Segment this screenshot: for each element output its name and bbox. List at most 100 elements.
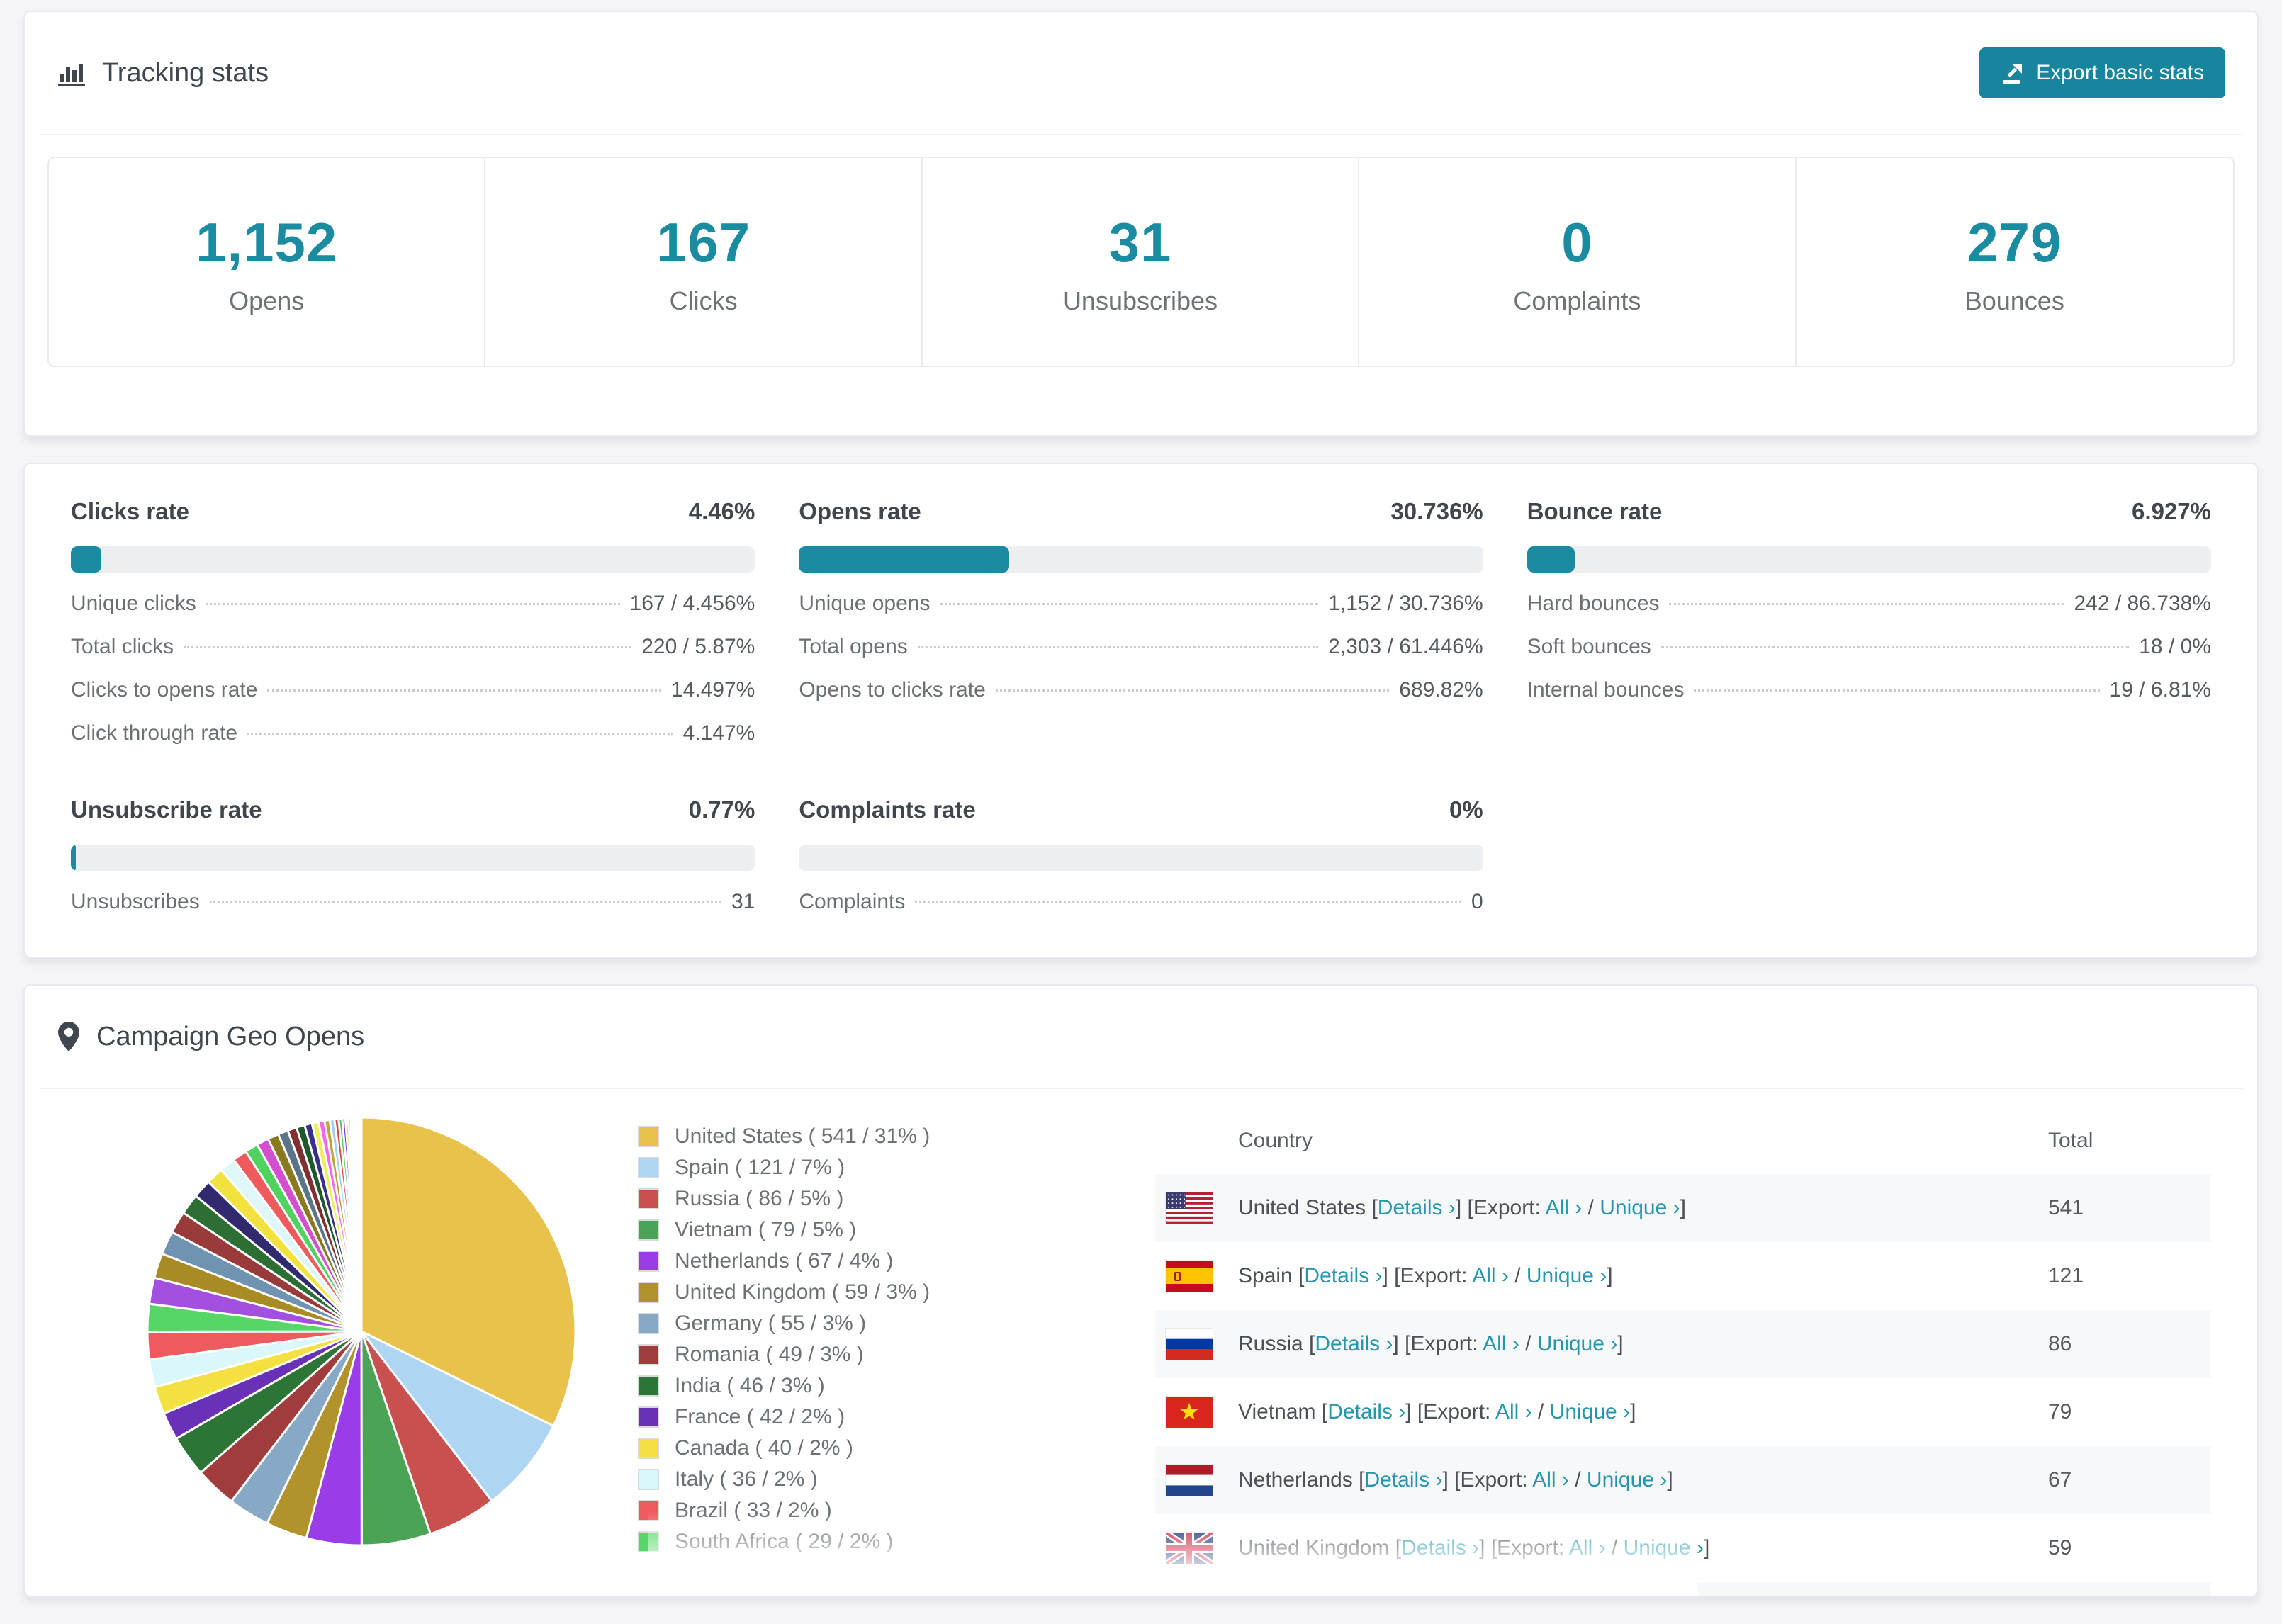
country-cell: Vietnam [Details ›] [Export: All › / Uni… xyxy=(1238,1400,2048,1424)
legend-item-italy[interactable]: Italy ( 36 / 2% ) xyxy=(638,1467,1127,1492)
bracket-text: / xyxy=(1582,1196,1600,1219)
legend-item-netherlands[interactable]: Netherlands ( 67 / 4% ) xyxy=(638,1249,1127,1273)
bracket-text: [ xyxy=(1395,1536,1402,1560)
rate-block-complaints-rate: Complaints rate 0% Complaints 0 xyxy=(799,796,1483,914)
rate-detail-label: Opens to clicks rate xyxy=(799,678,986,701)
export-all-link-russia[interactable]: All › xyxy=(1483,1332,1519,1355)
bracket-text: / xyxy=(1531,1400,1550,1423)
rate-title: Opens rate xyxy=(799,498,921,524)
rate-header: Unsubscribe rate 0.77% xyxy=(71,796,755,823)
export-unique-link-united-states[interactable]: Unique › xyxy=(1600,1196,1680,1219)
export-basic-stats-button[interactable]: Export basic stats xyxy=(1979,47,2225,98)
legend-item-france[interactable]: France ( 42 / 2% ) xyxy=(638,1405,1127,1429)
export-unique-link-vietnam[interactable]: Unique › xyxy=(1549,1400,1631,1423)
bracket-text: [ xyxy=(1298,1264,1305,1287)
legend-item-united-kingdom[interactable]: United Kingdom ( 59 / 3% ) xyxy=(638,1280,1127,1304)
pie-slice-united-states[interactable] xyxy=(360,1116,577,1428)
bracket-text: ] xyxy=(1617,1332,1624,1355)
legend-item-russia[interactable]: Russia ( 86 / 5% ) xyxy=(638,1187,1127,1211)
export-all-link-united-kingdom[interactable]: All › xyxy=(1568,1536,1606,1560)
export-all-link-spain[interactable]: All › xyxy=(1472,1264,1509,1287)
geo-opens-card: Campaign Geo Opens United States ( 541 /… xyxy=(23,984,2259,1597)
country-name: United States xyxy=(1238,1196,1372,1219)
rate-detail-value: 167 / 4.456% xyxy=(629,592,755,615)
pie-slice-spain[interactable] xyxy=(360,1330,555,1503)
rate-detail-value: 14.497% xyxy=(670,678,755,701)
export-icon xyxy=(2003,64,2023,84)
legend-swatch xyxy=(638,1406,659,1428)
details-link-united-states[interactable]: Details › xyxy=(1377,1196,1456,1219)
export-all-link-vietnam[interactable]: All › xyxy=(1495,1400,1532,1423)
legend-item-united-states[interactable]: United States ( 541 / 31% ) xyxy=(638,1124,1127,1149)
legend-item-canada[interactable]: Canada ( 40 / 2% ) xyxy=(638,1436,1127,1460)
rate-detail-value: 2,303 / 61.446% xyxy=(1328,635,1483,658)
export-all-link-united-states[interactable]: All › xyxy=(1545,1196,1583,1219)
bracket-text: [ xyxy=(1359,1468,1365,1492)
legend-label: Spain ( 121 / 7% ) xyxy=(675,1156,845,1179)
rate-percent-value: 30.736% xyxy=(1390,498,1483,524)
rate-progress-fill xyxy=(71,845,77,871)
rates-card: Clicks rate 4.46% Unique clicks 167 / 4.456… xyxy=(23,463,2259,958)
stat-label: Unsubscribes xyxy=(1062,286,1218,315)
country-cell: United Kingdom [Details ›] [Export: All … xyxy=(1238,1536,2048,1560)
legend-swatch xyxy=(638,1313,659,1334)
legend-label: Germany ( 55 / 3% ) xyxy=(675,1312,867,1335)
rate-detail-value: 689.82% xyxy=(1399,678,1483,701)
country-name: United Kingdom xyxy=(1238,1536,1395,1560)
legend-item-south-africa[interactable]: South Africa ( 29 / 2% ) xyxy=(638,1530,1127,1554)
rate-detail-label: Total clicks xyxy=(71,635,174,658)
details-link-netherlands[interactable]: Details › xyxy=(1364,1468,1443,1492)
legend-item-india[interactable]: India ( 46 / 3% ) xyxy=(638,1374,1127,1398)
rate-progress-fill xyxy=(799,546,1010,573)
rate-detail-value: 19 / 6.81% xyxy=(2109,678,2211,701)
legend-item-romania[interactable]: Romania ( 49 / 3% ) xyxy=(638,1343,1127,1367)
legend-item-germany[interactable]: Germany ( 55 / 3% ) xyxy=(638,1312,1127,1336)
bracket-text: ] [Export: xyxy=(1382,1264,1473,1287)
legend-item-brazil[interactable]: Brazil ( 33 / 2% ) xyxy=(638,1499,1127,1523)
rate-detail-label: Unsubscribes xyxy=(71,890,200,913)
dotted-leader xyxy=(209,901,721,903)
export-unique-link-netherlands[interactable]: Unique › xyxy=(1586,1468,1668,1492)
tracking-stats-header: Tracking stats Export basic stats xyxy=(39,12,2243,135)
dotted-leader xyxy=(995,689,1390,692)
stat-value: 1,152 xyxy=(196,211,338,274)
country-name: Russia xyxy=(1238,1332,1310,1355)
tracking-stats-card: Tracking stats Export basic stats 1,152 O… xyxy=(23,11,2259,436)
export-unique-link-united-kingdom[interactable]: Unique › xyxy=(1623,1536,1704,1560)
rate-detail-value: 4.147% xyxy=(682,721,755,745)
rate-header: Clicks rate 4.46% xyxy=(71,498,755,525)
legend-label: India ( 46 / 3% ) xyxy=(675,1374,825,1397)
rate-detail-label: Click through rate xyxy=(71,721,238,745)
legend-item-vietnam[interactable]: Vietnam ( 79 / 5% ) xyxy=(638,1218,1127,1242)
bracket-text: [ xyxy=(1309,1332,1315,1355)
rate-detail-value: 0 xyxy=(1471,890,1483,913)
rate-title: Complaints rate xyxy=(799,796,976,823)
rate-header: Bounce rate 6.927% xyxy=(1527,498,2211,525)
rate-detail-value: 242 / 86.738% xyxy=(2074,592,2211,615)
vietnam-flag-icon xyxy=(1166,1397,1213,1428)
dotted-leader xyxy=(267,689,661,692)
rate-detail-label: Complaints xyxy=(799,890,906,913)
details-link-russia[interactable]: Details › xyxy=(1315,1332,1393,1355)
table-row-germany: Germany [Details ›] [Export: All › / Uni… xyxy=(1155,1582,2211,1596)
map-pin-icon xyxy=(58,1022,79,1051)
rate-percent-value: 0% xyxy=(1449,796,1483,823)
stat-card-complaints: 0 Complaints xyxy=(1359,158,1797,366)
details-link-vietnam[interactable]: Details › xyxy=(1327,1400,1406,1423)
stat-card-bounces: 279 Bounces xyxy=(1797,158,2233,366)
details-link-united-kingdom[interactable]: Details › xyxy=(1401,1536,1480,1560)
stat-value: 31 xyxy=(1108,211,1172,274)
rate-block-opens-rate: Opens rate 30.736% Unique opens 1,152 / 30.… xyxy=(799,498,1483,745)
export-all-link-netherlands[interactable]: All › xyxy=(1532,1468,1569,1492)
export-unique-link-russia[interactable]: Unique › xyxy=(1536,1332,1618,1355)
rate-block-clicks-rate: Clicks rate 4.46% Unique clicks 167 / 4.456… xyxy=(71,498,755,745)
legend-item-spain[interactable]: Spain ( 121 / 7% ) xyxy=(638,1156,1127,1180)
rate-detail-label: Unique opens xyxy=(799,592,931,615)
dotted-leader xyxy=(184,646,632,648)
bar-chart-icon xyxy=(58,64,85,86)
export-unique-link-spain[interactable]: Unique › xyxy=(1526,1264,1607,1287)
rate-detail-value: 18 / 0% xyxy=(2139,635,2211,658)
bracket-text: ] [Export: xyxy=(1393,1332,1483,1355)
details-link-spain[interactable]: Details › xyxy=(1304,1264,1383,1287)
bracket-text: ] [Export: xyxy=(1442,1468,1533,1492)
